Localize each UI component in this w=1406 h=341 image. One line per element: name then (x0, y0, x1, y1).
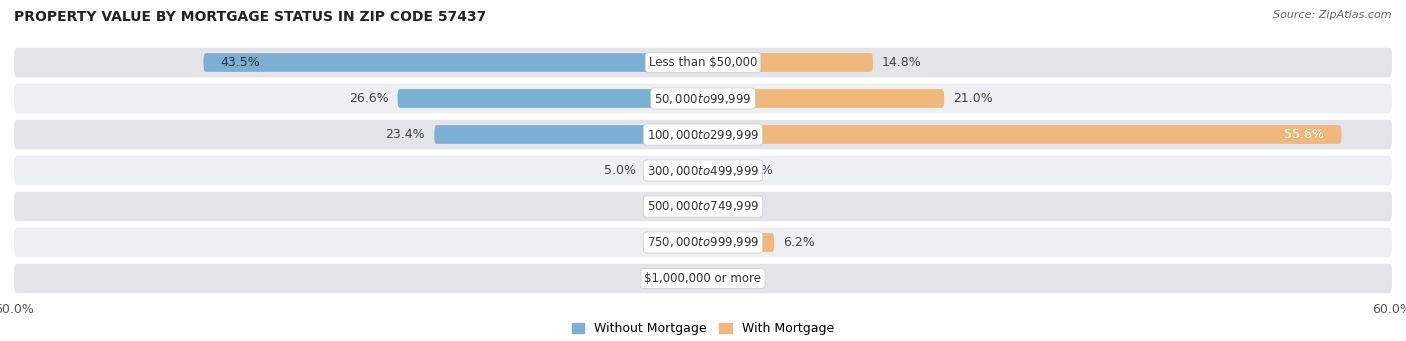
Text: 21.0%: 21.0% (953, 92, 993, 105)
Text: 14.8%: 14.8% (882, 56, 922, 69)
FancyBboxPatch shape (14, 228, 1392, 257)
Text: 23.4%: 23.4% (385, 128, 425, 141)
FancyBboxPatch shape (645, 161, 703, 180)
Text: $50,000 to $99,999: $50,000 to $99,999 (654, 91, 752, 105)
Text: 0.0%: 0.0% (659, 200, 692, 213)
FancyBboxPatch shape (703, 53, 873, 72)
Text: $300,000 to $499,999: $300,000 to $499,999 (647, 163, 759, 178)
FancyBboxPatch shape (686, 269, 703, 288)
Text: 55.6%: 55.6% (1284, 128, 1324, 141)
Text: 6.2%: 6.2% (783, 236, 815, 249)
Text: PROPERTY VALUE BY MORTGAGE STATUS IN ZIP CODE 57437: PROPERTY VALUE BY MORTGAGE STATUS IN ZIP… (14, 10, 486, 24)
FancyBboxPatch shape (703, 233, 775, 252)
Text: $1,000,000 or more: $1,000,000 or more (644, 272, 762, 285)
Text: 0.0%: 0.0% (714, 200, 747, 213)
Text: 2.5%: 2.5% (741, 164, 773, 177)
Text: $500,000 to $749,999: $500,000 to $749,999 (647, 199, 759, 213)
FancyBboxPatch shape (434, 125, 703, 144)
Text: 0.0%: 0.0% (714, 272, 747, 285)
Text: Less than $50,000: Less than $50,000 (648, 56, 758, 69)
FancyBboxPatch shape (14, 264, 1392, 293)
Text: 5.0%: 5.0% (605, 164, 637, 177)
FancyBboxPatch shape (14, 84, 1392, 113)
FancyBboxPatch shape (14, 48, 1392, 77)
FancyBboxPatch shape (703, 89, 945, 108)
Legend: Without Mortgage, With Mortgage: Without Mortgage, With Mortgage (567, 317, 839, 340)
FancyBboxPatch shape (14, 192, 1392, 221)
FancyBboxPatch shape (398, 89, 703, 108)
FancyBboxPatch shape (703, 125, 1341, 144)
Text: 43.5%: 43.5% (221, 56, 260, 69)
FancyBboxPatch shape (703, 161, 731, 180)
Text: 1.5%: 1.5% (645, 272, 676, 285)
Text: Source: ZipAtlas.com: Source: ZipAtlas.com (1274, 10, 1392, 20)
Text: 0.0%: 0.0% (659, 236, 692, 249)
FancyBboxPatch shape (204, 53, 703, 72)
FancyBboxPatch shape (14, 156, 1392, 185)
FancyBboxPatch shape (14, 120, 1392, 149)
Text: 26.6%: 26.6% (349, 92, 388, 105)
Text: $100,000 to $299,999: $100,000 to $299,999 (647, 128, 759, 142)
Text: $750,000 to $999,999: $750,000 to $999,999 (647, 236, 759, 250)
